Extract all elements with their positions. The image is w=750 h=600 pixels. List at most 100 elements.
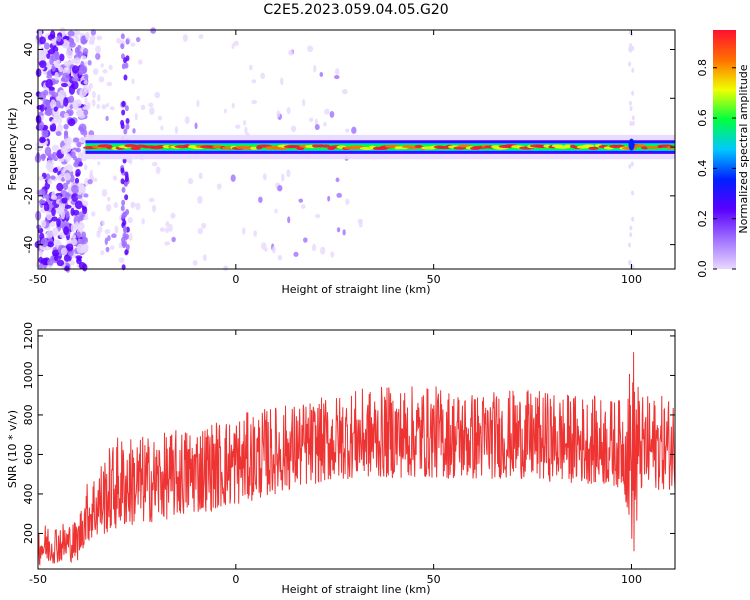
- noise-cell: [93, 177, 98, 182]
- colorbar-tick-label: 0.2: [696, 210, 709, 228]
- colorbar-tick-label: 0.8: [696, 59, 709, 77]
- spectrogram-y-tick-label: 20: [22, 91, 35, 105]
- noise-cell: [61, 197, 68, 204]
- spectrogram-heatmap: [34, 27, 675, 273]
- noise-cell: [63, 254, 71, 262]
- noise-cell: [70, 238, 78, 246]
- noise-cell: [202, 254, 207, 262]
- noise-cell: [628, 259, 632, 265]
- noise-cell: [52, 167, 59, 174]
- snr-y-tick-label: 1200: [22, 322, 35, 350]
- noise-cell: [72, 137, 80, 143]
- noise-cell: [113, 202, 119, 208]
- noise-cell: [38, 249, 43, 257]
- noise-cell: [53, 156, 58, 162]
- noise-cell: [51, 216, 58, 222]
- spectrogram-x-tick-label: 100: [621, 273, 642, 286]
- ridge-cell: [250, 146, 258, 150]
- noise-cell: [276, 110, 281, 118]
- noise-cell: [67, 30, 75, 37]
- noise-cell: [61, 72, 70, 83]
- noise-cell: [71, 184, 80, 194]
- noise-cell: [38, 263, 44, 269]
- noise-cell: [242, 227, 246, 235]
- noise-cell: [125, 123, 130, 130]
- noise-cell: [56, 35, 62, 42]
- noise-cell: [50, 99, 57, 110]
- noise-cell: [82, 106, 89, 111]
- noise-cell: [130, 42, 136, 47]
- noise-cell: [335, 177, 340, 183]
- snr-x-tick-label: 0: [232, 573, 239, 586]
- noise-cell: [160, 125, 164, 131]
- ridge-cell: [312, 144, 320, 148]
- noise-cell: [76, 141, 82, 148]
- snr-x-label: Height of straight line (km): [281, 583, 430, 596]
- noise-cell: [136, 95, 140, 101]
- snr-y-tick-label: 800: [22, 404, 35, 425]
- noise-cell: [54, 71, 59, 81]
- noise-cell: [123, 128, 128, 135]
- noise-cell: [231, 102, 235, 109]
- noise-cell: [59, 53, 65, 62]
- noise-cell: [125, 209, 130, 216]
- noise-cell: [47, 241, 55, 248]
- noise-cell: [251, 99, 258, 105]
- noise-cell: [105, 115, 109, 122]
- noise-cell: [157, 115, 163, 121]
- noise-cell: [74, 57, 81, 65]
- noise-cell: [91, 98, 96, 107]
- noise-cell: [131, 202, 136, 207]
- noise-cell: [329, 111, 335, 118]
- noise-cell: [47, 178, 53, 185]
- noise-cell: [101, 104, 107, 110]
- noise-cell: [150, 27, 157, 34]
- noise-cell: [45, 173, 51, 181]
- colorbar: 0.0 0.2 0.4 0.6 0.8 Normalized spectral ampl…: [696, 30, 750, 278]
- noise-cell: [44, 193, 50, 201]
- noise-cell: [631, 45, 635, 51]
- noise-cell: [56, 218, 61, 228]
- noise-cell: [55, 131, 62, 137]
- noise-cell: [68, 260, 75, 266]
- noise-cell: [230, 174, 236, 182]
- noise-cell: [71, 65, 80, 74]
- spectrogram-frame: [37, 29, 676, 270]
- noise-cell: [98, 76, 105, 83]
- noise-cell: [64, 153, 71, 163]
- noise-cell: [141, 218, 145, 225]
- noise-cell: [38, 176, 44, 181]
- noise-cell: [97, 225, 103, 233]
- noise-cell: [67, 118, 76, 127]
- noise-cell: [51, 37, 57, 46]
- noise-cell: [248, 64, 253, 71]
- noise-cell: [629, 106, 633, 112]
- noise-cell: [100, 63, 104, 68]
- noise-cell: [38, 91, 47, 101]
- noise-cell: [69, 174, 75, 183]
- noise-cell: [281, 173, 285, 182]
- noise-cell: [75, 172, 80, 177]
- noise-cell: [216, 183, 222, 190]
- noise-cell: [104, 237, 109, 246]
- noise-cell: [76, 194, 83, 199]
- noise-cell: [71, 234, 77, 239]
- noise-cell: [63, 123, 69, 130]
- snr-axes: -50 0 50 100 200 400 600 800 1000 1200: [22, 322, 675, 586]
- noise-cell: [60, 82, 68, 88]
- noise-cell: [84, 97, 88, 105]
- noise-cell: [46, 71, 51, 77]
- noise-cell: [628, 242, 632, 248]
- noise-cell: [108, 64, 113, 70]
- noise-cell: [264, 247, 268, 252]
- noise-cell: [290, 125, 297, 133]
- noise-cell: [105, 246, 110, 253]
- noise-cell: [111, 233, 117, 239]
- noise-cell: [72, 209, 80, 216]
- noise-cell: [242, 120, 247, 126]
- spectrogram-x-tick-label: 0: [232, 273, 239, 286]
- snr-y-label: SNR (10 * v/v): [6, 410, 19, 488]
- noise-cell: [319, 71, 324, 77]
- noise-cell: [231, 43, 235, 50]
- noise-cell: [128, 233, 133, 241]
